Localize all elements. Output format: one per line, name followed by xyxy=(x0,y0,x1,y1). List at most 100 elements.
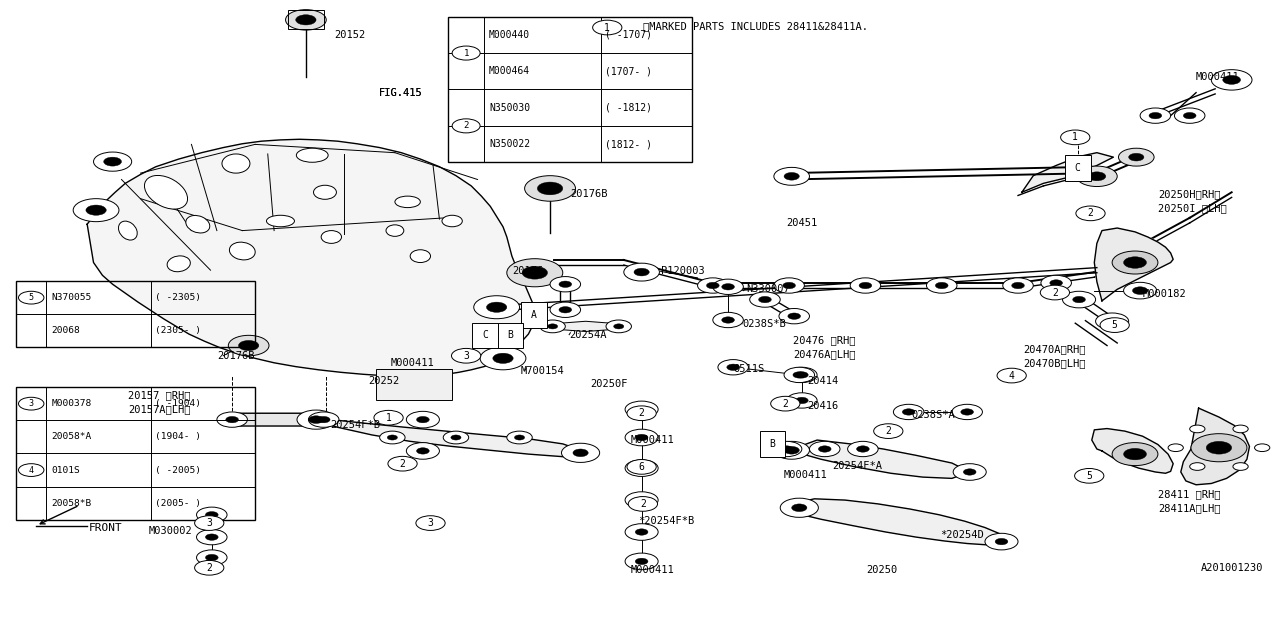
Circle shape xyxy=(451,435,461,440)
Ellipse shape xyxy=(229,242,255,260)
Text: 20250I 〈LH〉: 20250I 〈LH〉 xyxy=(1158,204,1226,213)
Text: 20068: 20068 xyxy=(51,326,81,335)
Circle shape xyxy=(507,431,532,444)
Circle shape xyxy=(93,152,132,172)
Circle shape xyxy=(540,320,566,333)
Circle shape xyxy=(205,554,218,561)
Text: 20252: 20252 xyxy=(369,376,399,387)
Text: 20152: 20152 xyxy=(334,30,365,40)
Ellipse shape xyxy=(119,221,137,240)
Text: B: B xyxy=(507,330,513,340)
Circle shape xyxy=(936,282,948,289)
Text: M000411: M000411 xyxy=(392,358,435,369)
Circle shape xyxy=(818,446,831,452)
Polygon shape xyxy=(312,420,584,457)
Circle shape xyxy=(781,498,818,517)
Circle shape xyxy=(1124,449,1147,460)
Circle shape xyxy=(1075,468,1103,483)
Circle shape xyxy=(296,15,316,25)
Text: ( -1904): ( -1904) xyxy=(155,399,201,408)
Ellipse shape xyxy=(221,154,250,173)
Circle shape xyxy=(522,266,548,279)
Bar xyxy=(497,323,522,348)
Text: 2: 2 xyxy=(639,408,645,418)
Circle shape xyxy=(783,282,795,289)
Text: 0238S*B: 0238S*B xyxy=(742,319,786,329)
Circle shape xyxy=(1129,154,1144,161)
Text: M000411: M000411 xyxy=(630,435,673,445)
Text: 20476 〈RH〉: 20476 〈RH〉 xyxy=(792,335,855,346)
Circle shape xyxy=(388,456,417,471)
Ellipse shape xyxy=(297,148,328,163)
Bar xyxy=(15,281,255,348)
Circle shape xyxy=(388,435,398,440)
Circle shape xyxy=(1106,318,1119,324)
Circle shape xyxy=(902,409,915,415)
Circle shape xyxy=(952,404,983,420)
Circle shape xyxy=(443,431,468,444)
Circle shape xyxy=(781,446,792,452)
Text: 20157A〈LH〉: 20157A〈LH〉 xyxy=(128,404,191,415)
Ellipse shape xyxy=(186,216,210,233)
Circle shape xyxy=(474,296,520,319)
Text: ※MARKED PARTS INCLUDES 28411&28411A.: ※MARKED PARTS INCLUDES 28411&28411A. xyxy=(643,21,868,31)
Circle shape xyxy=(559,281,572,287)
Circle shape xyxy=(550,276,581,292)
Circle shape xyxy=(285,10,326,30)
Circle shape xyxy=(548,324,558,329)
Circle shape xyxy=(480,347,526,370)
Circle shape xyxy=(718,360,749,375)
Circle shape xyxy=(374,410,403,425)
Circle shape xyxy=(1011,282,1024,289)
Circle shape xyxy=(559,307,572,313)
Circle shape xyxy=(787,367,817,383)
Text: C: C xyxy=(483,330,488,340)
Circle shape xyxy=(1189,463,1204,470)
Circle shape xyxy=(228,335,269,356)
Circle shape xyxy=(197,529,227,545)
Text: 20058*A: 20058*A xyxy=(51,433,92,442)
Circle shape xyxy=(997,368,1027,383)
Text: ( -1812): ( -1812) xyxy=(604,102,652,113)
Text: 20254F*A: 20254F*A xyxy=(832,461,882,470)
Text: ( -2005): ( -2005) xyxy=(155,465,201,475)
Circle shape xyxy=(964,468,977,475)
Circle shape xyxy=(961,409,974,415)
Circle shape xyxy=(771,396,800,411)
Circle shape xyxy=(416,516,445,531)
Circle shape xyxy=(195,561,224,575)
Circle shape xyxy=(713,312,744,328)
Text: 6: 6 xyxy=(639,462,645,472)
Text: 20157 〈RH〉: 20157 〈RH〉 xyxy=(128,390,191,401)
Ellipse shape xyxy=(410,250,430,262)
Text: 20254A: 20254A xyxy=(570,330,607,340)
Circle shape xyxy=(493,353,513,364)
Circle shape xyxy=(634,268,649,276)
Ellipse shape xyxy=(387,225,403,236)
Text: 3: 3 xyxy=(463,351,468,361)
Circle shape xyxy=(1062,291,1096,308)
Circle shape xyxy=(1124,282,1157,299)
Circle shape xyxy=(1222,76,1240,84)
Circle shape xyxy=(538,182,563,195)
Text: 28411A〈LH〉: 28411A〈LH〉 xyxy=(1158,503,1220,513)
Text: 5: 5 xyxy=(1112,320,1117,330)
Text: (2305- ): (2305- ) xyxy=(155,326,201,335)
Circle shape xyxy=(1233,463,1248,470)
Circle shape xyxy=(635,497,648,503)
Circle shape xyxy=(1041,275,1071,291)
Circle shape xyxy=(416,448,429,454)
Text: (2005- ): (2005- ) xyxy=(155,499,201,508)
Text: 5: 5 xyxy=(28,293,33,302)
Circle shape xyxy=(722,317,735,323)
Circle shape xyxy=(774,168,809,185)
Text: 3: 3 xyxy=(428,518,434,528)
Circle shape xyxy=(452,46,480,60)
Circle shape xyxy=(1183,113,1196,119)
Circle shape xyxy=(452,119,480,133)
Text: ( -1707): ( -1707) xyxy=(604,30,652,40)
Circle shape xyxy=(1133,287,1148,294)
Bar xyxy=(760,431,786,457)
Text: M000411: M000411 xyxy=(630,564,673,575)
Text: (1812- ): (1812- ) xyxy=(604,139,652,149)
